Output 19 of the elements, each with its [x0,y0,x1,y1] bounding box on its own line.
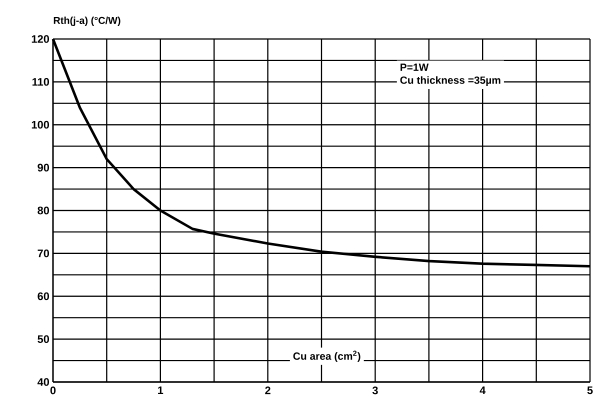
annotation: Cu thickness =35µm [400,76,500,86]
x-tick-label: 4 [480,386,486,394]
y-tick-label: 120 [32,35,50,43]
y-tick-label: 60 [38,292,50,300]
y-tick-label: 80 [38,206,50,214]
y-tick-label: 40 [37,378,50,386]
x-tick-label: 2 [265,386,270,394]
y-tick-label: 90 [38,164,50,172]
x-tick-label: 5 [587,386,593,394]
y-axis-title: Rth(j-a) (°C/W) [54,16,120,26]
y-tick-label: 70 [38,250,50,258]
x-tick-label: 1 [158,386,164,394]
y-tick-label: 50 [38,335,50,344]
y-tick-label: 100 [32,120,50,129]
x-tick-label: 3 [372,386,378,394]
y-tick-label: 110 [32,78,50,86]
annotation: P=1W [400,64,429,71]
x-tick-label: 0 [50,386,56,394]
x-axis-title: Cu area (cm$^{2}$) [293,350,360,362]
